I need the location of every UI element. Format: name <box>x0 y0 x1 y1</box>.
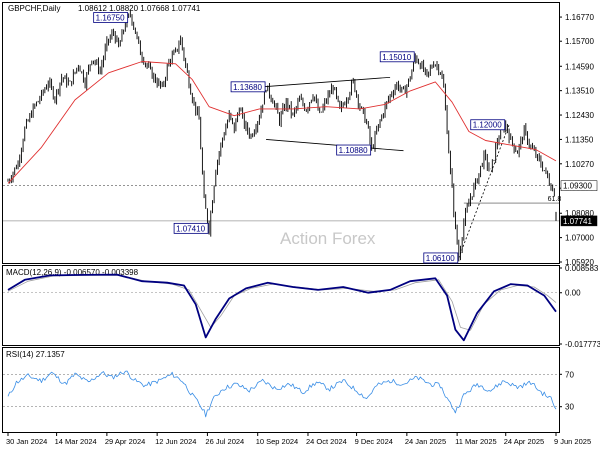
level-tag-label: 1.09300 <box>563 182 592 191</box>
price-ytick-label: 1.10270 <box>565 160 594 169</box>
price-ytick-label: 1.14590 <box>565 62 594 71</box>
moving-average-line <box>7 61 557 184</box>
rsi-ytick-label: 70 <box>565 370 574 379</box>
price-header-symbol: GBPCHF,Daily <box>8 4 60 13</box>
x-tick-label: 14 Mar 2024 <box>55 437 97 446</box>
current-price-tag-label: 1.07741 <box>563 217 592 226</box>
channel-line <box>266 139 404 152</box>
price-annotation-box <box>470 119 506 131</box>
macd-line <box>7 273 557 342</box>
price-annotation-box <box>230 81 266 93</box>
x-tick-label: 11 Mar 2025 <box>455 437 497 446</box>
price-annotation-box <box>93 12 129 23</box>
price-annotation-label: 1.13680 <box>233 83 262 92</box>
watermark: Action Forex <box>280 229 376 248</box>
price-ytick-label: 1.05920 <box>565 258 594 267</box>
price-plot: 1.16770 1.15700 1.14590 1.13510 1.12430 1.113… <box>3 10 598 267</box>
price-header-ohlc: 1.08612 1.08820 1.07668 1.07741 <box>78 4 201 13</box>
price-ytick-label: 1.15700 <box>565 37 594 46</box>
macd-plot: 0.008583 0.00 -0.017773 <box>3 264 600 349</box>
macd-ytick-label: 0.008583 <box>565 264 599 273</box>
rsi-panel-frame <box>2 347 560 433</box>
x-axis: 30 Jan 2024 14 Mar 2024 29 Apr 2024 12 Jun … <box>6 433 591 446</box>
macd-ytick-label: -0.017773 <box>565 340 600 349</box>
x-tick-label: 26 Jul 2024 <box>205 437 244 446</box>
price-annotation-box <box>379 51 415 63</box>
price-annotation-label: 1.15010 <box>382 53 411 62</box>
price-annotation-box <box>336 144 372 156</box>
x-tick-label: 9 Jun 2025 <box>554 437 591 446</box>
rsi-header: RSI(14) 27.1357 <box>6 350 65 359</box>
trendline <box>458 124 510 259</box>
current-price-tag-box <box>560 215 598 227</box>
macd-signal-line <box>7 275 557 331</box>
x-tick-label: 24 Oct 2024 <box>306 437 347 446</box>
price-panel-frame <box>2 2 560 264</box>
price-ytick-label: 1.13510 <box>565 87 594 96</box>
price-ytick-label: 1.08080 <box>565 209 594 218</box>
price-ytick-label: 1.07000 <box>565 234 594 243</box>
x-tick-label: 24 Apr 2025 <box>504 437 544 446</box>
price-annotation-label: 1.07410 <box>176 224 205 233</box>
macd-ytick-label: 0.00 <box>565 289 581 298</box>
rsi-line <box>7 370 557 418</box>
x-tick-label: 12 Jun 2024 <box>155 437 196 446</box>
level-tag-box <box>560 180 598 191</box>
macd-header: MACD(12,26,9) -0.006570 -0.003398 <box>6 268 139 277</box>
x-tick-label: 30 Jan 2024 <box>6 437 47 446</box>
fib-label: 61.8 <box>548 196 562 203</box>
price-ytick-label: 1.12430 <box>565 111 594 120</box>
price-annotation-label: 1.10880 <box>339 146 368 155</box>
channel-line <box>262 76 391 88</box>
price-annotation-box <box>423 252 459 264</box>
price-annotation-label: 1.06100 <box>426 254 455 263</box>
price-ytick-label: 1.16770 <box>565 13 594 22</box>
x-tick-label: 29 Apr 2024 <box>105 437 145 446</box>
price-annotation-box <box>173 222 209 234</box>
macd-panel-frame <box>2 265 560 346</box>
price-ytick-label: 1.11350 <box>565 135 594 144</box>
x-tick-label: 24 Jan 2025 <box>405 437 446 446</box>
rsi-ytick-label: 30 <box>565 403 574 412</box>
price-annotation-label: 1.12000 <box>473 121 502 130</box>
rsi-plot: 70 30 <box>3 370 574 418</box>
price-annotation-label: 1.16750 <box>96 14 125 23</box>
x-tick-label: 10 Sep 2024 <box>256 437 299 446</box>
x-tick-label: 9 Dec 2024 <box>355 437 393 446</box>
